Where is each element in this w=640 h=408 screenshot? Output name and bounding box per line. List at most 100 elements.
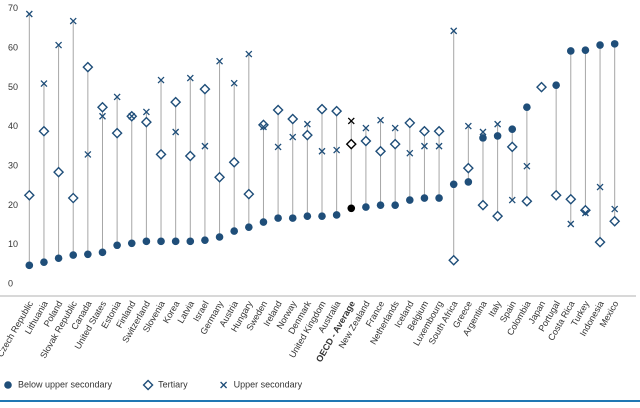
marker [201,142,209,150]
marker [82,61,94,73]
marker [67,192,79,204]
marker [172,128,180,136]
marker [464,178,473,186]
marker [157,76,165,84]
marker [301,129,313,141]
marker [113,93,121,101]
marker [69,17,77,25]
marker [360,135,372,147]
marker [594,236,606,248]
marker [260,123,267,131]
legend-label: Tertiary [158,379,188,389]
marker [186,237,195,246]
marker [220,381,228,389]
marker [127,239,136,248]
y-tick-label: 20 [8,200,18,210]
legend-label: Upper secondary [234,379,303,389]
marker [69,251,78,259]
marker [479,134,487,142]
marker [111,127,123,139]
marker [171,237,180,246]
marker [55,41,63,49]
marker [579,204,591,216]
marker [84,250,92,259]
marker [216,57,224,65]
marker [376,201,385,209]
marker [521,195,533,207]
y-tick-label: 30 [8,161,18,171]
marker [362,124,370,132]
marker [420,194,429,202]
marker [492,210,504,222]
y-tick-label: 0 [8,279,13,289]
marker [245,223,253,231]
marker [184,150,196,162]
marker [25,261,34,270]
marker [199,83,211,95]
marker [318,147,326,155]
marker [155,148,167,160]
marker [303,212,312,220]
marker [23,189,35,201]
marker [303,120,311,128]
marker [333,146,341,154]
marker [406,149,414,157]
marker [565,193,577,205]
marker [142,237,151,246]
marker [230,227,238,235]
marker [215,233,224,241]
marker [4,381,12,389]
marker [508,196,516,204]
marker [274,143,282,151]
marker [84,150,92,158]
marker [214,171,226,183]
marker [464,122,472,130]
marker [230,79,238,87]
marker [99,112,106,120]
marker [566,47,575,55]
marker [567,220,575,228]
marker [418,125,430,137]
marker [552,81,560,89]
marker [54,254,63,263]
marker [170,96,182,108]
marker [391,201,399,209]
marker [142,379,154,391]
marker [113,241,121,250]
marker [506,141,518,153]
marker [536,81,548,93]
marker [375,145,387,157]
y-tick-label: 60 [8,43,18,53]
marker [391,124,399,132]
marker [406,196,414,204]
marker [157,237,165,246]
marker [550,189,562,201]
marker [332,211,341,219]
marker [596,183,604,191]
marker [318,212,326,220]
marker [581,46,590,54]
marker [40,258,48,266]
marker [245,50,253,58]
marker [331,105,343,117]
marker [140,116,152,128]
marker [347,204,356,213]
marker [493,132,502,140]
marker [389,138,401,150]
marker [449,180,458,189]
marker [186,74,194,82]
y-tick-label: 40 [8,121,18,131]
marker [362,203,370,211]
marker [38,125,50,137]
marker [316,103,328,115]
marker [142,108,150,116]
legend-item: Upper secondary [220,379,303,389]
marker [289,133,297,141]
marker [288,214,297,222]
marker [610,40,619,48]
marker [523,162,531,170]
marker [345,138,357,150]
y-tick-label: 50 [8,82,18,92]
marker [479,128,487,136]
